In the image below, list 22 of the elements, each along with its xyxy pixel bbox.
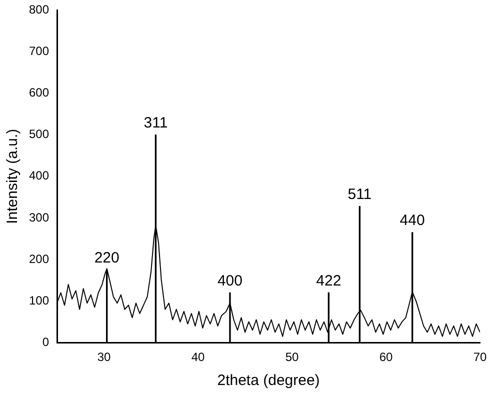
y-tick-label: 500 bbox=[28, 127, 50, 142]
annotation: 422 bbox=[316, 272, 342, 290]
x-tick-label: 50 bbox=[285, 350, 300, 364]
annotation: 400 bbox=[217, 272, 242, 290]
x-tick-label: 40 bbox=[191, 350, 206, 364]
annotation: 440 bbox=[400, 212, 425, 230]
y-tick-label: 400 bbox=[28, 168, 50, 183]
annotation: 220 bbox=[94, 250, 120, 267]
y-axis-title: Intensity (a.u.) bbox=[4, 128, 22, 224]
y-tick-label: 800 bbox=[28, 2, 50, 17]
y-tick-label: 600 bbox=[28, 86, 50, 100]
y-tick-label: 0 bbox=[42, 334, 50, 349]
x-tick-label: 30 bbox=[97, 350, 112, 364]
y-tick-label: 300 bbox=[28, 210, 50, 224]
annotation: 511 bbox=[348, 186, 372, 203]
y-tick-label: 200 bbox=[28, 252, 50, 266]
x-tick-label: 70 bbox=[473, 350, 487, 364]
y-tick-label: 100 bbox=[28, 293, 50, 308]
x-tick-label: 60 bbox=[379, 350, 393, 364]
annotation: 311 bbox=[144, 114, 168, 132]
y-tick-label: 700 bbox=[28, 44, 50, 58]
x-axis-title: 2theta (degree) bbox=[217, 372, 320, 390]
